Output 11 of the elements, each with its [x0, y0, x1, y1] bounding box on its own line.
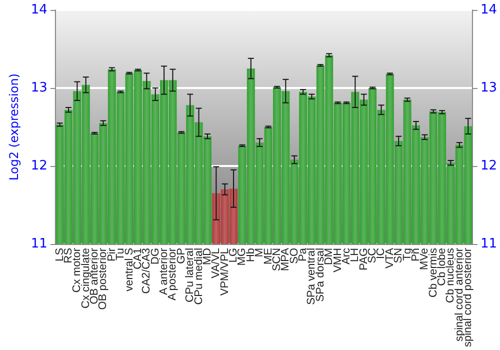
y-tick-label: 14: [30, 2, 48, 18]
y2-tick-label: 13: [480, 80, 498, 96]
x-tick-label: Tg: [401, 248, 414, 261]
x-tick-label: spinal cord posterior: [462, 248, 474, 348]
y2-tick-label: 11: [480, 236, 498, 252]
y2-tick-label: 12: [480, 158, 498, 174]
y-tick-label: 13: [30, 80, 48, 96]
y-tick-label: 12: [30, 158, 48, 174]
y-axis-title: Log2 (expression): [7, 73, 21, 180]
y-tick-label: 11: [30, 236, 48, 252]
y2-tick-label: 14: [480, 2, 498, 18]
